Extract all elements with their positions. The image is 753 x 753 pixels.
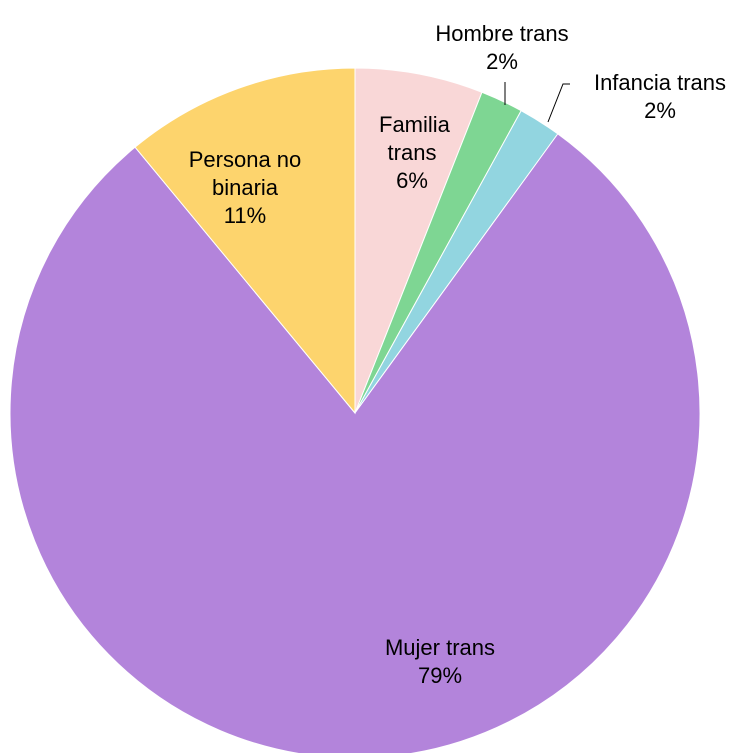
category-name: Mujer trans [384,635,496,660]
data-label: Infancia trans 2% [560,69,753,125]
value-label: 6% [396,168,428,193]
category-name: Infancia trans [593,70,727,95]
pie-slice [134,67,356,415]
value-label: 2% [644,98,676,123]
value-label: 79% [417,663,463,688]
pie-slice [354,67,483,414]
leader-line [547,83,570,123]
data-label: Hombre trans 2% [402,20,602,76]
pie-slice [9,133,701,753]
category-name: Hombre trans [435,21,569,46]
category-name: Persona no binaria [188,147,302,200]
value-label: 11% [223,203,267,228]
value-label: 2% [486,49,518,74]
data-label: Familia trans 6% [357,111,467,195]
data-label: Persona no binaria 11% [165,146,325,230]
data-label: Mujer trans 79% [340,634,540,690]
category-name: Familia trans [379,112,450,165]
